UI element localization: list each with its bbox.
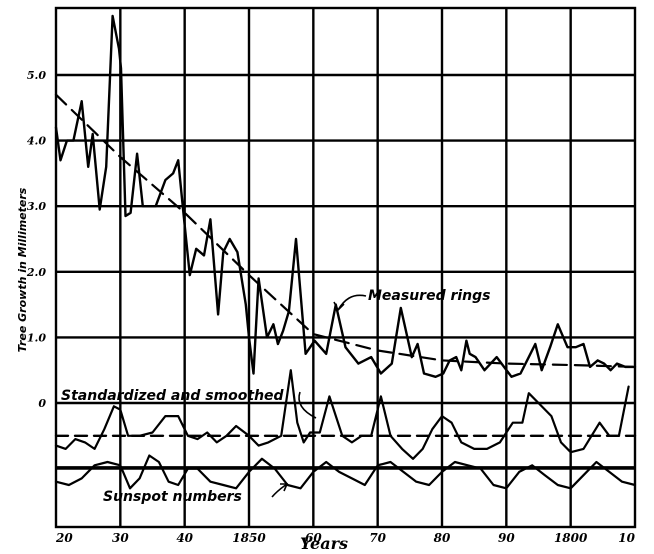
y-tick-label: 2.0 <box>26 266 46 279</box>
plot-frame <box>54 6 637 529</box>
y-tick-label: 3.0 <box>27 200 46 213</box>
x-axis-label: Years <box>300 534 348 553</box>
standardized-annotation: Standardized and smoothed <box>61 388 285 404</box>
standardized-arrow <box>298 391 317 419</box>
x-tick-label: 40 <box>176 531 193 545</box>
measured-rings-arrow <box>337 294 367 311</box>
trend-line-line <box>54 93 637 368</box>
measured-rings-arrowhead <box>333 301 345 312</box>
standardized-smoothed-line <box>54 369 630 460</box>
x-tick-label: 20 <box>55 531 73 545</box>
y-tick-label: 1.0 <box>27 331 46 344</box>
x-tick-label: 1850 <box>232 531 266 545</box>
y-tick-label: 5.0 <box>27 69 46 82</box>
x-tick-label: 1800 <box>554 531 588 545</box>
y-tick-label: 0 <box>38 397 46 410</box>
x-tick-label: 10 <box>618 531 635 545</box>
x-tick-label: 60 <box>305 531 322 545</box>
x-tick-label: 70 <box>369 531 386 545</box>
grid <box>56 8 635 527</box>
x-tick-label: 80 <box>434 531 451 545</box>
measured-rings-annotation: Measured rings <box>368 288 491 304</box>
sunspot-arrowhead <box>280 483 289 492</box>
y-tick-label: 4.0 <box>27 135 46 148</box>
series-layer <box>54 14 637 490</box>
measured-rings-line <box>54 14 637 378</box>
y-axis-label: Tree Growth in Millimeters <box>16 187 29 352</box>
y-ticks: 5.0 4.0 3.0 2.0 1.0 0 <box>26 69 46 410</box>
x-tick-label: 30 <box>112 531 129 545</box>
x-ticks: 20 30 40 1850 60 70 80 90 1800 10 <box>55 531 636 545</box>
x-tick-label: 90 <box>498 531 515 545</box>
sunspot-numbers-line <box>54 454 637 490</box>
sunspot-annotation: Sunspot numbers <box>103 489 242 505</box>
